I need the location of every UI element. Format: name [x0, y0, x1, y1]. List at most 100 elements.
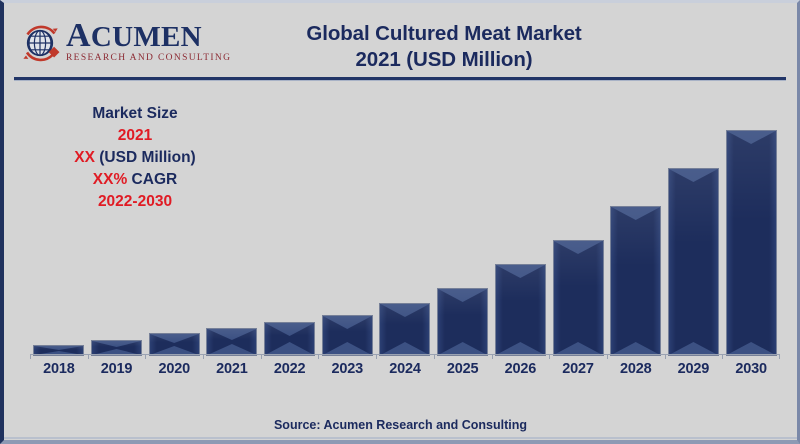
- bar-2023[interactable]: [322, 316, 372, 355]
- bar-series: [30, 123, 780, 355]
- bar-bevel-top: [207, 329, 257, 340]
- bar-sheen: [322, 316, 372, 355]
- chart-title-line-2: 2021 (USD Million): [355, 48, 533, 71]
- bar-slot: [30, 123, 88, 355]
- x-axis-label-2022: 2022: [273, 361, 306, 377]
- bar-bevel-top: [34, 346, 84, 350]
- bar-bevel-bottom: [149, 346, 199, 355]
- bar-sheen: [34, 346, 84, 355]
- x-axis-tick: [260, 355, 319, 359]
- x-axis-tick: [722, 355, 780, 359]
- x-axis-tick: [318, 355, 376, 359]
- x-axis-label-2028: 2028: [619, 361, 652, 377]
- bar-chart-plot-area: [30, 123, 780, 359]
- x-axis-tick: [606, 355, 665, 359]
- bar-slot: [434, 123, 492, 355]
- x-axis-label-2024: 2024: [389, 361, 421, 377]
- acumen-logo-name-rest: CUMEN: [90, 21, 202, 53]
- bar-slot: [318, 123, 376, 355]
- callout-line-market-size: Market Size: [92, 105, 178, 122]
- x-axis-line: [30, 354, 780, 355]
- callout-cagr-label: CAGR: [127, 171, 178, 188]
- x-axis-label-2019: 2019: [100, 361, 133, 377]
- x-axis-labels: 2018 2019 2020 2021 2022 2023 2024 2025 2026 2027…: [30, 361, 780, 377]
- bar-sheen: [668, 169, 718, 355]
- bar-2025[interactable]: [438, 289, 488, 355]
- callout-line-period: 2022-2030: [97, 193, 173, 210]
- bar-slot: [492, 123, 550, 355]
- callout-cagr-value: XX%: [92, 171, 128, 188]
- bar-sheen: [380, 304, 430, 355]
- bar-sheen: [726, 131, 776, 355]
- x-axis-label-2023: 2023: [331, 361, 364, 377]
- bar-2021[interactable]: [207, 329, 257, 355]
- acumen-globe-logo-icon: [23, 25, 60, 62]
- x-axis-tick: [549, 355, 607, 359]
- bar-slot: [722, 123, 780, 355]
- x-axis-tick: [30, 355, 88, 359]
- bar-2030[interactable]: [726, 131, 776, 355]
- bar-slot: [261, 123, 319, 355]
- callout-value-amount: XX: [74, 149, 95, 166]
- header: ACUMEN RESEARCH AND CONSULTING Global Cu…: [4, 3, 797, 80]
- bar-2024[interactable]: [380, 304, 430, 355]
- bar-slot: [607, 123, 665, 355]
- bar-2026[interactable]: [495, 265, 545, 355]
- acumen-logo: ACUMEN RESEARCH AND CONSULTING: [18, 19, 230, 67]
- x-axis-label-2021: 2021: [216, 361, 248, 377]
- x-axis-tick: [491, 355, 550, 359]
- x-axis-label-2025: 2025: [446, 361, 479, 377]
- source-note: Source: Acumen Research and Consulting: [273, 418, 528, 432]
- header-divider: [14, 77, 786, 80]
- bar-slot: [376, 123, 434, 355]
- acumen-logo-text: ACUMEN RESEARCH AND CONSULTING: [66, 19, 232, 64]
- bar-slot: [203, 123, 261, 355]
- footer-divider: [4, 437, 797, 439]
- callout-line-cagr: XX% CAGR: [40, 169, 230, 191]
- x-axis-ticks: [30, 355, 780, 359]
- bar-bevel-top: [92, 341, 142, 347]
- bar-slot: [145, 123, 203, 355]
- bar-2029[interactable]: [668, 169, 718, 355]
- bar-2018[interactable]: [34, 346, 84, 355]
- bar-2022[interactable]: [265, 323, 315, 355]
- bar-bevel-bottom: [207, 344, 257, 355]
- bar-sheen: [207, 329, 257, 355]
- chart-title-line-1: Global Cultured Meat Market: [306, 22, 582, 45]
- acumen-logo-name: ACUMEN: [66, 19, 231, 53]
- market-size-callout: Market Size 2021 XX (USD Million) XX% CA…: [40, 103, 230, 213]
- bar-bevel-bottom: [92, 349, 142, 355]
- bar-slot: [88, 123, 146, 355]
- x-axis-tick: [145, 355, 203, 359]
- x-axis-tick: [433, 355, 492, 359]
- bar-bevel-bottom: [34, 351, 84, 355]
- page-title: Global Cultured Meat Market 2021 (USD Mi…: [234, 21, 654, 73]
- x-axis-tick: [203, 355, 261, 359]
- bar-sheen: [553, 241, 603, 355]
- x-axis-label-2018: 2018: [43, 361, 75, 377]
- callout-line-year: 2021: [117, 127, 153, 144]
- bar-sheen: [149, 334, 199, 355]
- bar-2020[interactable]: [149, 334, 199, 355]
- bar-slot: [549, 123, 607, 355]
- bar-slot: [665, 123, 723, 355]
- bar-2027[interactable]: [553, 241, 603, 355]
- callout-value-unit: (USD Million): [94, 149, 196, 166]
- bar-sheen: [611, 207, 661, 355]
- x-axis-label-2030: 2030: [735, 361, 767, 377]
- x-axis-tick: [376, 355, 434, 359]
- callout-line-value: XX (USD Million): [40, 147, 230, 169]
- x-axis-label-2026: 2026: [504, 361, 537, 377]
- bar-sheen: [265, 323, 315, 355]
- acumen-logo-initial: A: [66, 17, 91, 54]
- bar-bevel-top: [149, 334, 199, 343]
- x-axis-tick: [87, 355, 146, 359]
- x-axis-tick: [664, 355, 723, 359]
- x-axis-label-2029: 2029: [677, 361, 710, 377]
- bar-2019[interactable]: [92, 341, 142, 355]
- bar-2028[interactable]: [611, 207, 661, 355]
- x-axis-label-2020: 2020: [158, 361, 190, 377]
- acumen-logo-tagline: RESEARCH AND CONSULTING: [66, 53, 232, 63]
- bar-sheen: [438, 289, 488, 355]
